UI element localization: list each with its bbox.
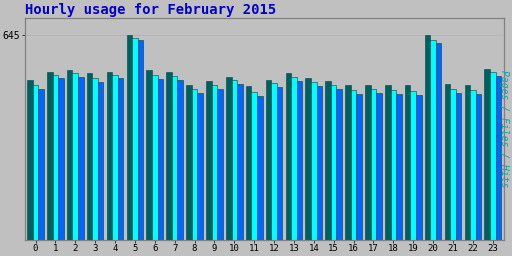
Bar: [331, 85, 336, 240]
Bar: [484, 69, 490, 240]
Bar: [385, 84, 391, 240]
Bar: [496, 76, 501, 240]
Bar: [306, 78, 311, 240]
Bar: [436, 43, 441, 240]
Bar: [146, 70, 152, 240]
Bar: [325, 81, 331, 240]
Bar: [257, 96, 263, 240]
Bar: [396, 94, 402, 240]
Bar: [490, 72, 496, 240]
Bar: [456, 93, 461, 240]
Bar: [112, 75, 118, 240]
Bar: [345, 84, 351, 240]
Bar: [277, 87, 283, 240]
Bar: [405, 85, 411, 240]
Bar: [371, 89, 376, 240]
Bar: [132, 38, 138, 240]
Bar: [430, 39, 436, 240]
Bar: [47, 72, 53, 240]
Bar: [152, 75, 158, 240]
Bar: [78, 77, 83, 240]
Bar: [166, 72, 172, 240]
Bar: [73, 73, 78, 240]
Bar: [416, 95, 421, 240]
Bar: [211, 85, 217, 240]
Bar: [98, 82, 103, 240]
Bar: [92, 78, 98, 240]
Bar: [450, 89, 456, 240]
Bar: [476, 94, 481, 240]
Bar: [271, 83, 277, 240]
Bar: [291, 77, 297, 240]
Bar: [391, 90, 396, 240]
Bar: [87, 73, 92, 240]
Bar: [126, 35, 132, 240]
Bar: [411, 91, 416, 240]
Text: Hourly usage for February 2015: Hourly usage for February 2015: [25, 3, 276, 17]
Bar: [197, 93, 203, 240]
Bar: [186, 84, 192, 240]
Bar: [266, 80, 271, 240]
Bar: [251, 92, 257, 240]
Bar: [58, 78, 63, 240]
Bar: [53, 75, 58, 240]
Bar: [178, 80, 183, 240]
Bar: [106, 72, 112, 240]
Bar: [365, 84, 371, 240]
Bar: [67, 70, 73, 240]
Bar: [231, 80, 237, 240]
Bar: [206, 81, 211, 240]
Bar: [172, 76, 178, 240]
Bar: [33, 84, 38, 240]
Bar: [286, 73, 291, 240]
Bar: [316, 86, 322, 240]
Bar: [351, 90, 356, 240]
Bar: [226, 77, 231, 240]
Bar: [311, 82, 316, 240]
Bar: [138, 40, 143, 240]
Bar: [237, 84, 243, 240]
Bar: [464, 84, 470, 240]
Bar: [470, 90, 476, 240]
Bar: [444, 84, 450, 240]
Bar: [217, 89, 223, 240]
Bar: [38, 89, 44, 240]
Bar: [297, 81, 302, 240]
Bar: [336, 89, 342, 240]
Bar: [356, 94, 362, 240]
Bar: [425, 35, 430, 240]
Bar: [246, 86, 251, 240]
Bar: [118, 78, 123, 240]
Bar: [158, 79, 163, 240]
Bar: [376, 93, 382, 240]
Y-axis label: Pages / Files / Hits: Pages / Files / Hits: [499, 70, 509, 188]
Bar: [27, 80, 33, 240]
Bar: [192, 89, 197, 240]
